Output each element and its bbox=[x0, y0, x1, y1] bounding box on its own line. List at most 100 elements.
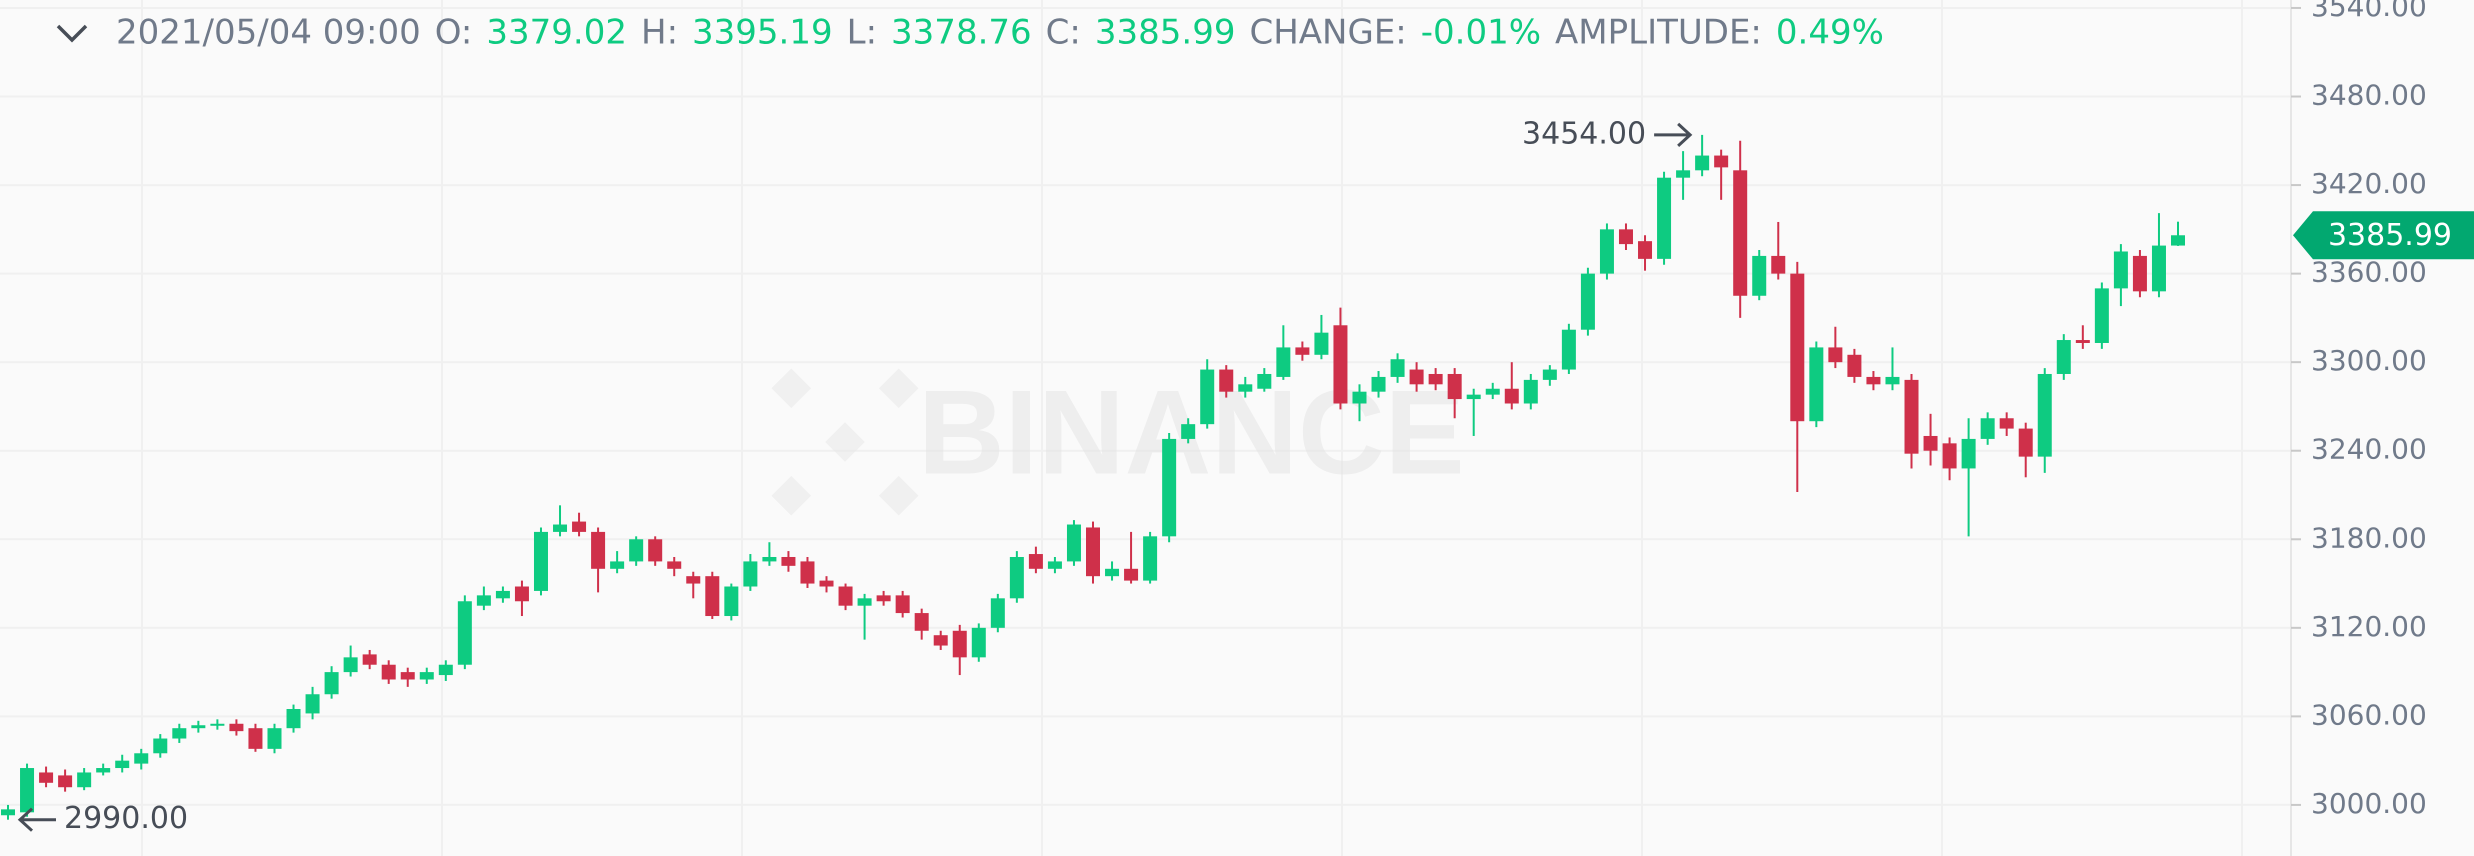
candle-body bbox=[1028, 554, 1043, 569]
candle-body bbox=[1143, 536, 1158, 581]
candle-body bbox=[819, 580, 834, 587]
y-tick-label: 3300.00 bbox=[2311, 344, 2427, 377]
candle-body bbox=[1714, 155, 1729, 168]
header-text: L: bbox=[847, 13, 877, 53]
candle-body bbox=[438, 664, 453, 676]
candle-body bbox=[533, 531, 548, 591]
candle-body bbox=[1638, 241, 1653, 259]
candle-body bbox=[134, 753, 149, 764]
candle-body bbox=[77, 772, 92, 788]
candle-body bbox=[343, 657, 358, 673]
candle-body bbox=[1809, 347, 1824, 422]
candle-body bbox=[743, 561, 758, 587]
header-text: -0.01% bbox=[1421, 13, 1541, 53]
header-text: 3378.76 bbox=[891, 13, 1032, 53]
candle-body bbox=[1105, 568, 1120, 577]
candle-body bbox=[648, 539, 663, 562]
candle-body bbox=[933, 635, 948, 646]
candle-body bbox=[1295, 347, 1310, 355]
header-text: H: bbox=[641, 13, 678, 53]
candle-body bbox=[1124, 568, 1139, 581]
annotation-arrow bbox=[1654, 122, 1693, 147]
y-tick-label: 3360.00 bbox=[2311, 256, 2427, 289]
last-price-tag: 3385.99 bbox=[2293, 211, 2474, 260]
candle-body bbox=[248, 728, 263, 749]
candle-body bbox=[1771, 255, 1786, 274]
candle-body bbox=[305, 694, 320, 714]
candle-body bbox=[895, 595, 910, 614]
candle-body bbox=[1314, 332, 1329, 355]
candle-body bbox=[267, 728, 282, 749]
candle-body bbox=[553, 524, 568, 532]
candle-body bbox=[1333, 325, 1348, 404]
candle-body bbox=[724, 586, 739, 617]
candle-body bbox=[952, 630, 967, 658]
candle-body bbox=[324, 672, 339, 695]
candle-body bbox=[2113, 251, 2128, 289]
candle-body bbox=[229, 723, 244, 732]
candle-body bbox=[1866, 376, 1881, 385]
candle-body bbox=[781, 556, 796, 566]
candle-body bbox=[1618, 229, 1633, 245]
header-text: 3385.99 bbox=[1095, 13, 1236, 53]
y-tick-label: 3240.00 bbox=[2311, 433, 2427, 466]
candle-body bbox=[115, 760, 130, 769]
candle-body bbox=[1885, 376, 1900, 385]
vertical-grid bbox=[141, 0, 2243, 856]
candle-body bbox=[1086, 527, 1100, 577]
y-tick-label: 3120.00 bbox=[2311, 610, 2427, 643]
candle-body bbox=[1657, 177, 1672, 259]
header-text: C: bbox=[1046, 13, 1081, 53]
candle-body bbox=[153, 738, 168, 754]
candle-body bbox=[495, 590, 510, 599]
candle-body bbox=[1219, 369, 1234, 392]
candle-body bbox=[1, 809, 15, 816]
candle-body bbox=[1257, 373, 1272, 389]
candle-body bbox=[96, 768, 111, 773]
candle-body bbox=[400, 672, 415, 680]
candle-body bbox=[1599, 229, 1614, 274]
candle-body bbox=[990, 598, 1005, 628]
candle-body bbox=[667, 561, 682, 569]
candle-body bbox=[1409, 369, 1424, 385]
candle-body bbox=[362, 654, 377, 665]
horizontal-grid bbox=[0, 6, 2291, 806]
candle-body bbox=[457, 601, 472, 665]
candle-body bbox=[1561, 329, 1576, 370]
candle-body bbox=[876, 595, 891, 602]
annotations: 3454.00 2990.00 bbox=[17, 116, 1693, 836]
candle-body bbox=[1523, 379, 1538, 404]
price-tag-shape bbox=[2293, 211, 2474, 260]
candle-body bbox=[1162, 438, 1177, 537]
candle-body bbox=[191, 725, 206, 729]
header-text: 3395.19 bbox=[692, 13, 833, 53]
candle-body bbox=[476, 595, 491, 606]
annotation-label: 3454.00 bbox=[1522, 116, 1646, 151]
candle-body bbox=[1695, 155, 1710, 171]
candle-body bbox=[172, 728, 187, 739]
watermark-logo bbox=[771, 368, 919, 516]
candle-body bbox=[1200, 369, 1215, 425]
candle-body bbox=[2171, 235, 2185, 246]
candle-body bbox=[1752, 255, 1767, 296]
y-tick-label: 3060.00 bbox=[2311, 698, 2427, 731]
collapse-icon[interactable] bbox=[56, 24, 88, 43]
candle-body bbox=[1009, 556, 1024, 599]
candle-body bbox=[2151, 245, 2166, 292]
y-tick-label: 3480.00 bbox=[2311, 79, 2427, 112]
candle-body bbox=[1999, 418, 2014, 429]
candle-body bbox=[572, 521, 587, 532]
candle-body bbox=[1485, 388, 1500, 395]
header-text: O: bbox=[435, 13, 473, 53]
annotation-label: 2990.00 bbox=[64, 801, 188, 836]
candle-body bbox=[610, 561, 625, 569]
candle-body bbox=[1676, 170, 1691, 178]
header-text: CHANGE: bbox=[1249, 13, 1406, 53]
candle-body bbox=[286, 709, 301, 729]
header-text: 3379.02 bbox=[486, 13, 627, 53]
candle-body bbox=[1276, 347, 1291, 377]
y-tick-label: 3420.00 bbox=[2311, 167, 2427, 200]
y-axis: 3000.00 3060.00 3120.00 3180.00 3240.00 3300.… bbox=[2291, 0, 2427, 820]
candle-body bbox=[2018, 428, 2033, 457]
candle-body bbox=[1847, 354, 1862, 377]
